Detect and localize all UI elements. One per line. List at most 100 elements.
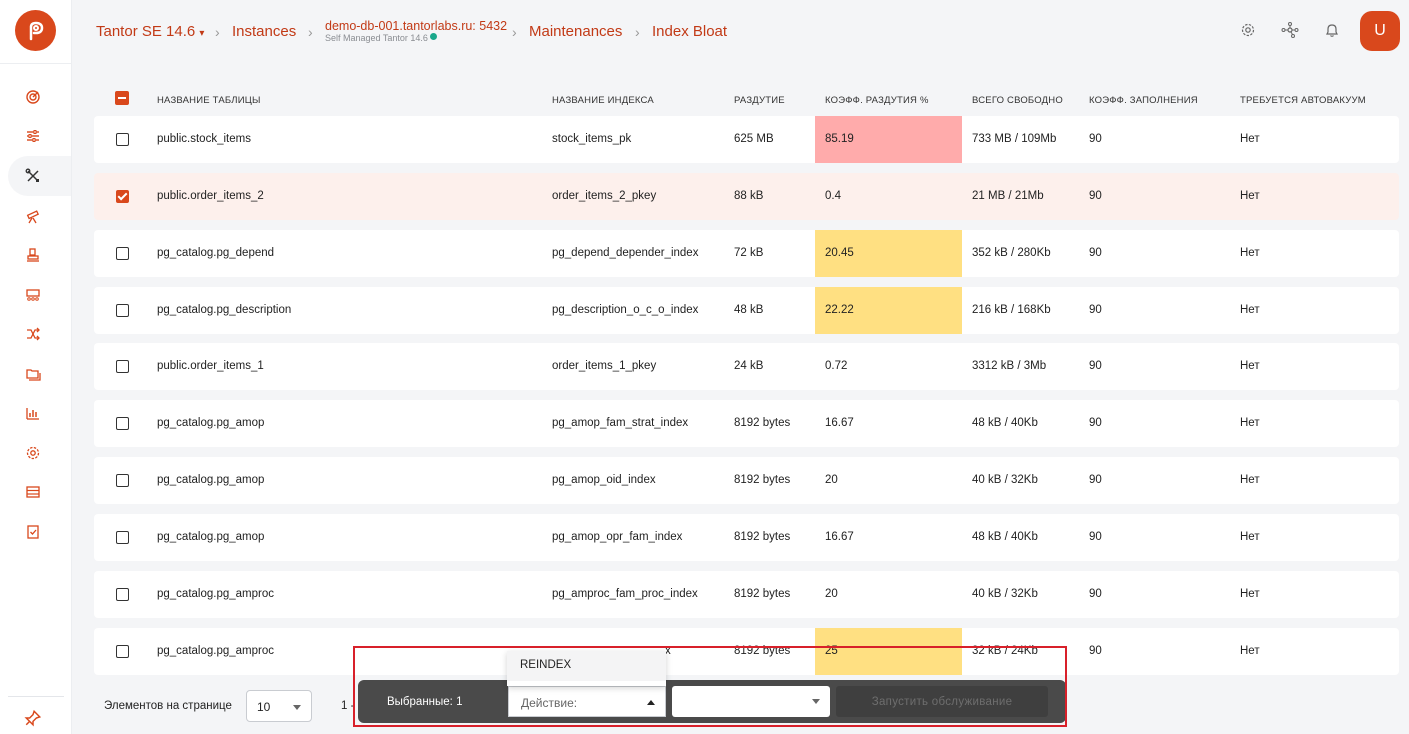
storage-icon[interactable] (24, 483, 42, 501)
row-checkbox[interactable] (116, 190, 129, 203)
column-header-index-name[interactable]: НАЗВАНИЕ ИНДЕКСА (552, 95, 654, 106)
cell-bloat-ratio: 22.22 (825, 304, 854, 316)
pin-icon[interactable] (24, 709, 44, 729)
cell-index-name: stock_items_pk (552, 133, 632, 145)
cell-index-name: x (665, 645, 671, 657)
cell-total-free: 48 kB / 40Kb (972, 531, 1038, 543)
column-header-fill-factor[interactable]: КОЭФФ. ЗАПОЛНЕНИЯ (1089, 95, 1198, 106)
cell-bloat: 8192 bytes (734, 531, 791, 543)
column-header-total-free[interactable]: ВСЕГО СВОБОДНО (972, 95, 1063, 106)
bloat-ratio-highlight (815, 287, 962, 334)
per-page-value: 10 (257, 700, 271, 714)
table-row[interactable]: pg_catalog.pg_depend pg_depend_depender_i… (94, 230, 1399, 277)
row-checkbox[interactable] (116, 133, 129, 146)
cell-index-name: pg_amop_fam_strat_index (552, 417, 689, 429)
table-row[interactable]: pg_catalog.pg_amop pg_amop_oid_index 8192 … (94, 457, 1399, 504)
table-row[interactable]: pg_catalog.pg_amop pg_amop_opr_fam_index 8… (94, 514, 1399, 561)
table-row[interactable]: pg_catalog.pg_description pg_description_… (94, 287, 1399, 334)
network-icon[interactable] (1281, 21, 1299, 39)
chevron-right-icon: › (635, 24, 640, 40)
cell-table-name: pg_catalog.pg_amproc (157, 645, 274, 657)
stamp-icon[interactable] (24, 246, 42, 264)
dashboard-icon[interactable] (24, 88, 42, 106)
dropdown-item-reindex[interactable]: REINDEX (507, 651, 666, 681)
cell-fill-factor: 90 (1089, 588, 1102, 600)
row-checkbox[interactable] (116, 247, 129, 260)
gear-icon[interactable] (24, 444, 42, 462)
column-header-table-name[interactable]: НАЗВАНИЕ ТАБЛИЦЫ (157, 95, 261, 106)
instance-subtitle: Self Managed Tantor 14.6 (325, 33, 438, 43)
per-page-select[interactable]: 10 (246, 690, 312, 722)
telescope-icon[interactable] (24, 207, 42, 225)
cell-bloat: 8192 bytes (734, 588, 791, 600)
cell-autovacuum: Нет (1240, 417, 1260, 429)
table-row[interactable]: pg_catalog.pg_amproc pg_amproc_fam_proc_i… (94, 571, 1399, 618)
row-checkbox[interactable] (116, 531, 129, 544)
cell-fill-factor: 90 (1089, 304, 1102, 316)
avatar[interactable]: U (1360, 11, 1400, 51)
cell-table-name: pg_catalog.pg_amop (157, 531, 265, 543)
cell-total-free: 48 kB / 40Kb (972, 417, 1038, 429)
cell-autovacuum: Нет (1240, 190, 1260, 202)
bell-icon[interactable] (1323, 21, 1341, 39)
cell-fill-factor: 90 (1089, 190, 1102, 202)
tools-icon[interactable] (24, 167, 42, 185)
action-select-placeholder: Действие: (521, 696, 578, 710)
cell-index-name: pg_amop_opr_fam_index (552, 531, 683, 543)
cell-fill-factor: 90 (1089, 474, 1102, 486)
row-checkbox[interactable] (116, 588, 129, 601)
cluster-icon[interactable] (24, 286, 42, 304)
action-select[interactable]: Действие: (508, 686, 666, 717)
cell-bloat: 8192 bytes (734, 645, 791, 657)
table-row[interactable]: public.stock_items stock_items_pk 625 MB 85… (94, 116, 1399, 163)
cell-table-name: pg_catalog.pg_amop (157, 474, 265, 486)
cell-bloat: 625 MB (734, 133, 774, 145)
chevron-up-icon (647, 700, 655, 705)
cell-bloat-ratio: 0.4 (825, 190, 841, 202)
settings-icon[interactable] (1239, 21, 1257, 39)
row-checkbox[interactable] (116, 304, 129, 317)
breadcrumb-instance[interactable]: demo-db-001.tantorlabs.ru: 5432 (325, 19, 508, 33)
column-header-bloat-ratio[interactable]: КОЭФФ. РАЗДУТИЯ % (825, 95, 929, 106)
cell-index-name: pg_amop_oid_index (552, 474, 656, 486)
shuffle-icon[interactable] (24, 325, 42, 343)
cell-fill-factor: 90 (1089, 417, 1102, 429)
per-page-label: Элементов на странице (104, 700, 232, 712)
table-row[interactable]: pg_catalog.pg_amop pg_amop_fam_strat_inde… (94, 400, 1399, 447)
logo[interactable] (15, 10, 56, 51)
row-checkbox[interactable] (116, 645, 129, 658)
cell-autovacuum: Нет (1240, 247, 1260, 259)
cell-total-free: 733 MB / 109Mb (972, 133, 1057, 145)
secondary-select[interactable] (672, 686, 830, 717)
breadcrumb-maintenances[interactable]: Maintenances (529, 23, 623, 40)
breadcrumb-product[interactable]: Tantor SE 14.6 ▾ (96, 23, 205, 40)
table-row[interactable]: pg_catalog.pg_amproc x 8192 bytes 25 32 kB /… (94, 628, 1399, 675)
row-checkbox[interactable] (116, 360, 129, 373)
select-all-checkbox[interactable] (115, 91, 129, 105)
chevron-right-icon: › (512, 24, 517, 40)
cell-bloat-ratio: 85.19 (825, 133, 854, 145)
cell-table-name: pg_catalog.pg_amproc (157, 588, 274, 600)
cell-fill-factor: 90 (1089, 133, 1102, 145)
table-row[interactable]: public.order_items_2 order_items_2_pkey 88… (94, 173, 1399, 220)
settings-sliders-icon[interactable] (24, 127, 42, 145)
cell-total-free: 40 kB / 32Kb (972, 474, 1038, 486)
cell-table-name: public.order_items_2 (157, 190, 264, 202)
cell-fill-factor: 90 (1089, 360, 1102, 372)
cell-bloat-ratio: 0.72 (825, 360, 848, 372)
breadcrumb-current: Index Bloat (652, 23, 728, 40)
chevron-down-icon (293, 705, 301, 710)
bar-chart-icon[interactable] (24, 404, 42, 422)
cell-bloat-ratio: 25 (825, 645, 838, 657)
run-maintenance-button[interactable]: Запустить обслуживание (836, 686, 1048, 717)
breadcrumb-instances[interactable]: Instances (232, 23, 297, 40)
column-header-bloat[interactable]: РАЗДУТИЕ (734, 95, 785, 106)
checklist-icon[interactable] (24, 523, 42, 541)
row-checkbox[interactable] (116, 474, 129, 487)
cell-total-free: 40 kB / 32Kb (972, 588, 1038, 600)
table-row[interactable]: public.order_items_1 order_items_1_pkey 24… (94, 343, 1399, 390)
column-header-autovacuum[interactable]: ТРЕБУЕТСЯ АВТОВАКУУМ (1240, 95, 1366, 106)
folders-icon[interactable] (24, 365, 42, 383)
row-checkbox[interactable] (116, 417, 129, 430)
cell-fill-factor: 90 (1089, 531, 1102, 543)
